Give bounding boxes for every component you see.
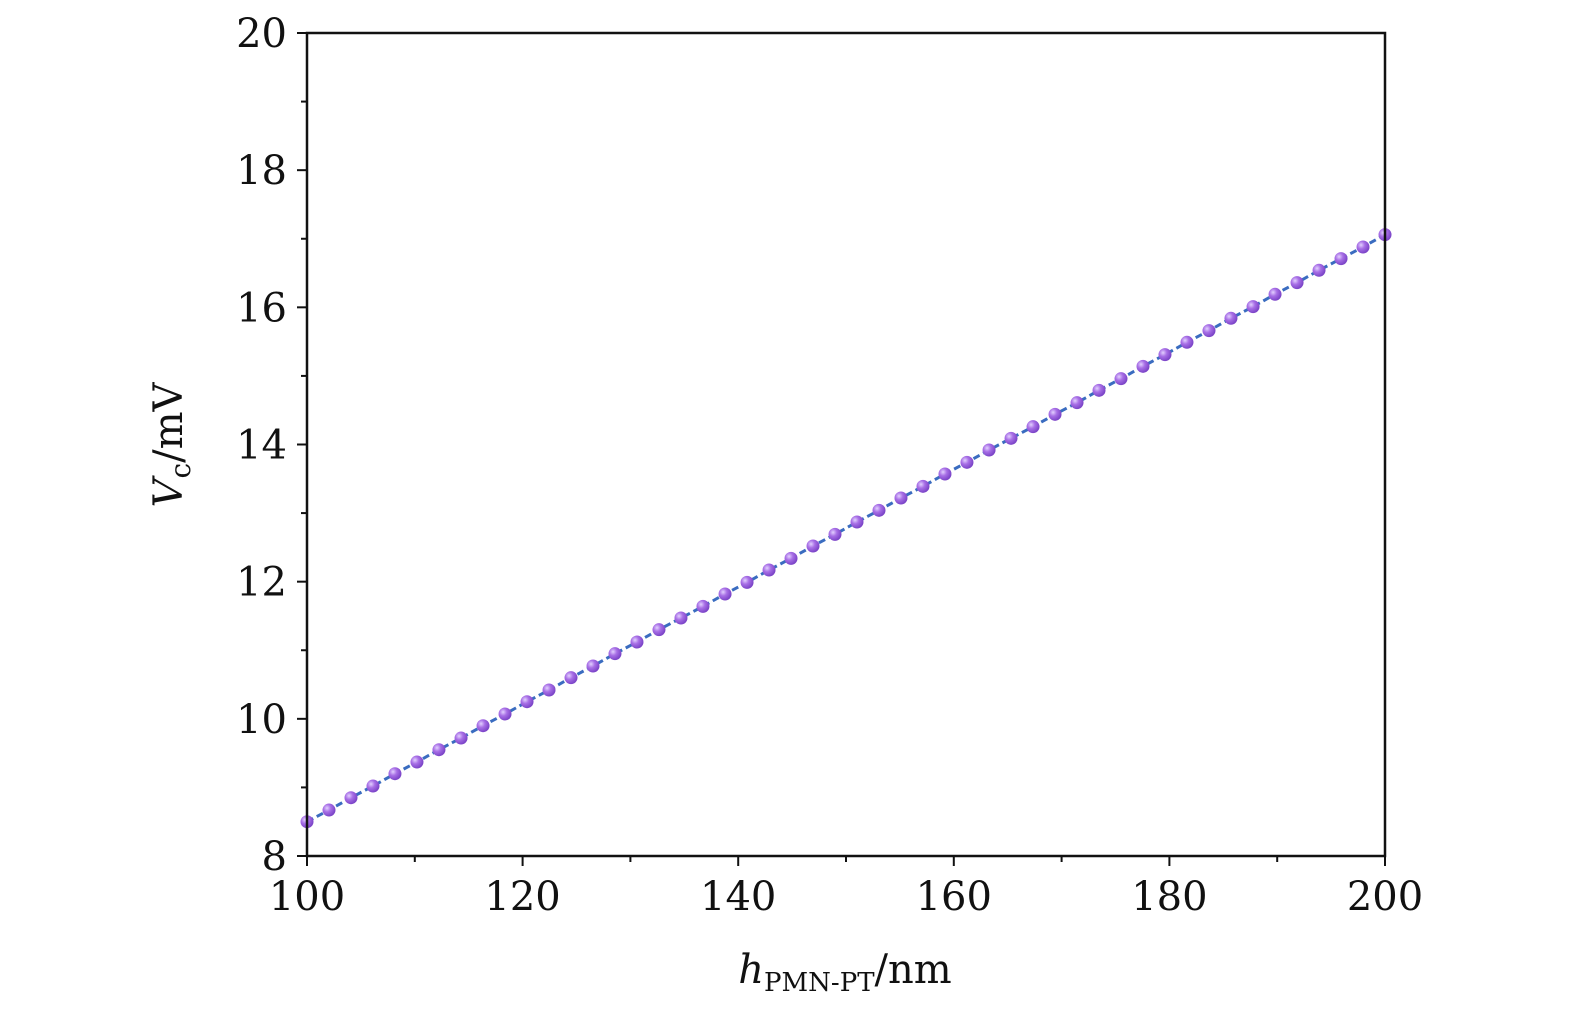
data-point [652, 623, 666, 637]
data-point [806, 539, 820, 553]
data-point [872, 503, 886, 517]
x-axis-label-unit: /nm [875, 947, 952, 993]
data-point [542, 683, 556, 697]
data-point [1158, 348, 1172, 362]
x-tick-label: 140 [700, 874, 776, 920]
data-point [344, 791, 358, 805]
data-point [1026, 420, 1040, 434]
y-axis-label: Vc/mV [146, 381, 197, 507]
x-tick-label: 200 [1347, 874, 1423, 920]
x-tick-label: 180 [1131, 874, 1207, 920]
data-point [1136, 359, 1150, 373]
x-tick-label: 120 [484, 874, 560, 920]
data-point [498, 707, 512, 721]
y-tick-label: 8 [262, 834, 287, 880]
data-point [1070, 396, 1084, 410]
y-axis-label-unit: /mV [146, 381, 192, 462]
y-tick-label: 12 [236, 560, 287, 606]
data-point [850, 515, 864, 529]
y-tick-label: 14 [236, 423, 287, 469]
data-point [432, 743, 446, 757]
data-point [322, 803, 336, 817]
data-point [1114, 372, 1128, 386]
data-point [1246, 300, 1260, 314]
data-point [1004, 431, 1018, 445]
data-point [1312, 263, 1326, 277]
data-point [1180, 335, 1194, 349]
x-axis-label: hPMN-PT/nm [738, 947, 951, 998]
y-axis-label-main: V [146, 474, 192, 507]
data-point [674, 611, 688, 625]
data-point [784, 551, 798, 565]
x-tick-label: 100 [269, 874, 345, 920]
data-point [476, 719, 490, 733]
data-point [454, 731, 468, 745]
data-point [916, 479, 930, 493]
x-axis-label-main: h [738, 947, 764, 993]
tick-labels: 100 120 140 160 180 200 8 10 12 14 16 18 20 [236, 11, 1423, 920]
data-point [696, 599, 710, 613]
data-point [564, 671, 578, 685]
data-point [366, 779, 380, 793]
data-point [608, 647, 622, 661]
data-point [388, 767, 402, 781]
data-point [740, 575, 754, 589]
y-axis-label-sub: c [164, 463, 197, 479]
data-point [1268, 287, 1282, 301]
data-points-layer [300, 228, 1392, 829]
data-point [1092, 383, 1106, 397]
data-point [938, 467, 952, 481]
data-point [410, 755, 424, 769]
data-point [894, 491, 908, 505]
data-point [1224, 311, 1238, 325]
data-point [630, 635, 644, 649]
y-tick-label: 20 [236, 11, 287, 57]
plot-frame [305, 31, 1387, 858]
data-point [586, 659, 600, 673]
data-point [1334, 252, 1348, 266]
data-point [1356, 240, 1370, 254]
data-point [762, 563, 776, 577]
y-tick-label: 18 [236, 148, 287, 194]
data-point [982, 443, 996, 457]
fit-line [306, 233, 1386, 824]
data-point [1202, 324, 1216, 338]
data-point [718, 587, 732, 601]
y-tick-label: 16 [236, 285, 287, 331]
x-axis-label-sub: PMN-PT [764, 968, 875, 998]
fit-line-layer [306, 233, 1386, 824]
y-tick-label: 10 [236, 697, 287, 743]
x-tick-label: 160 [916, 874, 992, 920]
data-point [828, 527, 842, 541]
data-point [520, 695, 534, 709]
data-point [1290, 276, 1304, 290]
data-point [1048, 407, 1062, 421]
data-point [960, 455, 974, 469]
